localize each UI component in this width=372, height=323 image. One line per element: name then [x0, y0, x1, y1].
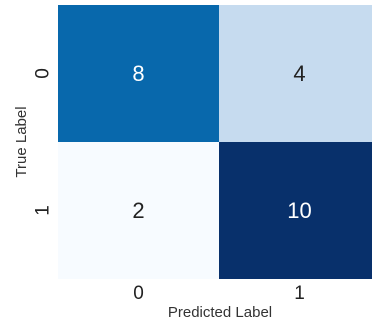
heatmap-cell-1-1 — [219, 142, 372, 279]
cell-values: 8 4 2 10 — [132, 61, 311, 223]
y-tick-labels: 01 — [33, 68, 54, 216]
y-tick-label-0: 0 — [33, 68, 54, 79]
cell-value-1-0: 2 — [132, 198, 144, 223]
heatmap-cell-1-0 — [58, 142, 219, 279]
x-tick-label-1: 1 — [294, 283, 305, 304]
cell-value-0-0: 8 — [132, 61, 144, 86]
heatmap-cell-0-0 — [58, 5, 219, 142]
cell-value-0-1: 4 — [293, 61, 305, 86]
y-tick-label-1: 1 — [33, 205, 54, 216]
y-axis-label: True Label — [13, 106, 30, 177]
heatmap-cells — [58, 5, 372, 279]
x-axis-label: Predicted Label — [168, 304, 272, 321]
cell-value-1-1: 10 — [287, 198, 311, 223]
x-tick-label-0: 0 — [133, 283, 144, 304]
heatmap-cell-0-1 — [219, 5, 372, 142]
